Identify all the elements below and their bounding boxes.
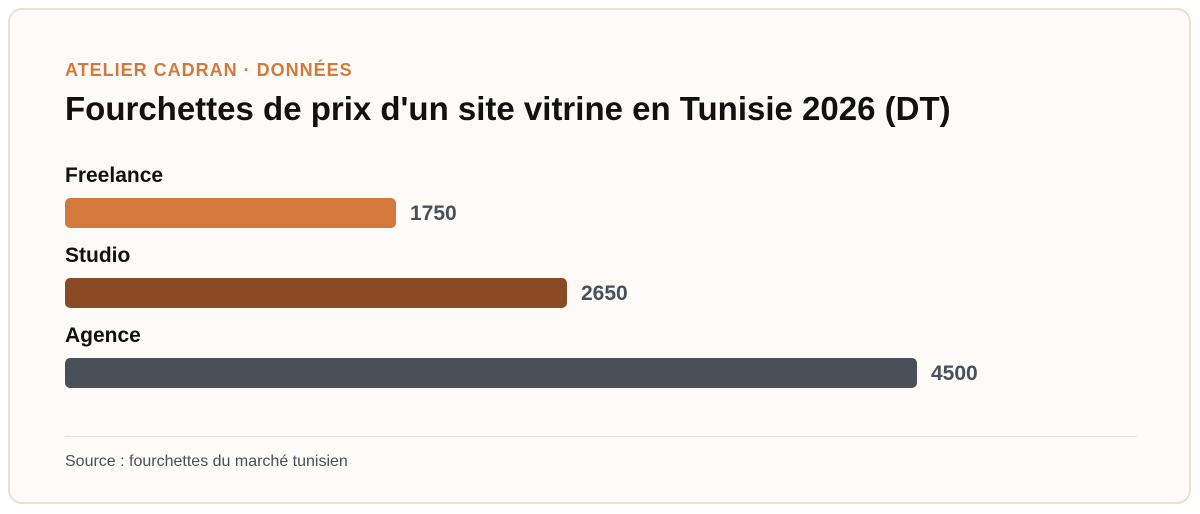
bar-freelance: [65, 198, 396, 228]
footer-divider: [65, 436, 1137, 437]
bar-chart: Freelance 1750 Studio 2650 Agence 4500: [10, 10, 1189, 502]
bar-value-agence: 4500: [931, 362, 978, 385]
chart-card: ATELIER CADRAN · DONNÉES Fourchettes de …: [8, 8, 1191, 504]
bar-label-freelance: Freelance: [65, 164, 164, 187]
bar-studio: [65, 278, 567, 308]
source-note: Source : fourchettes du marché tunisien: [65, 453, 348, 470]
bar-agence: [65, 358, 917, 388]
chart-eyebrow: ATELIER CADRAN · DONNÉES: [65, 60, 353, 80]
bar-label-studio: Studio: [65, 244, 131, 267]
bar-value-studio: 2650: [581, 282, 628, 305]
bar-value-freelance: 1750: [410, 202, 457, 225]
chart-title: Fourchettes de prix d'un site vitrine en…: [65, 90, 951, 127]
bar-label-agence: Agence: [65, 324, 141, 347]
